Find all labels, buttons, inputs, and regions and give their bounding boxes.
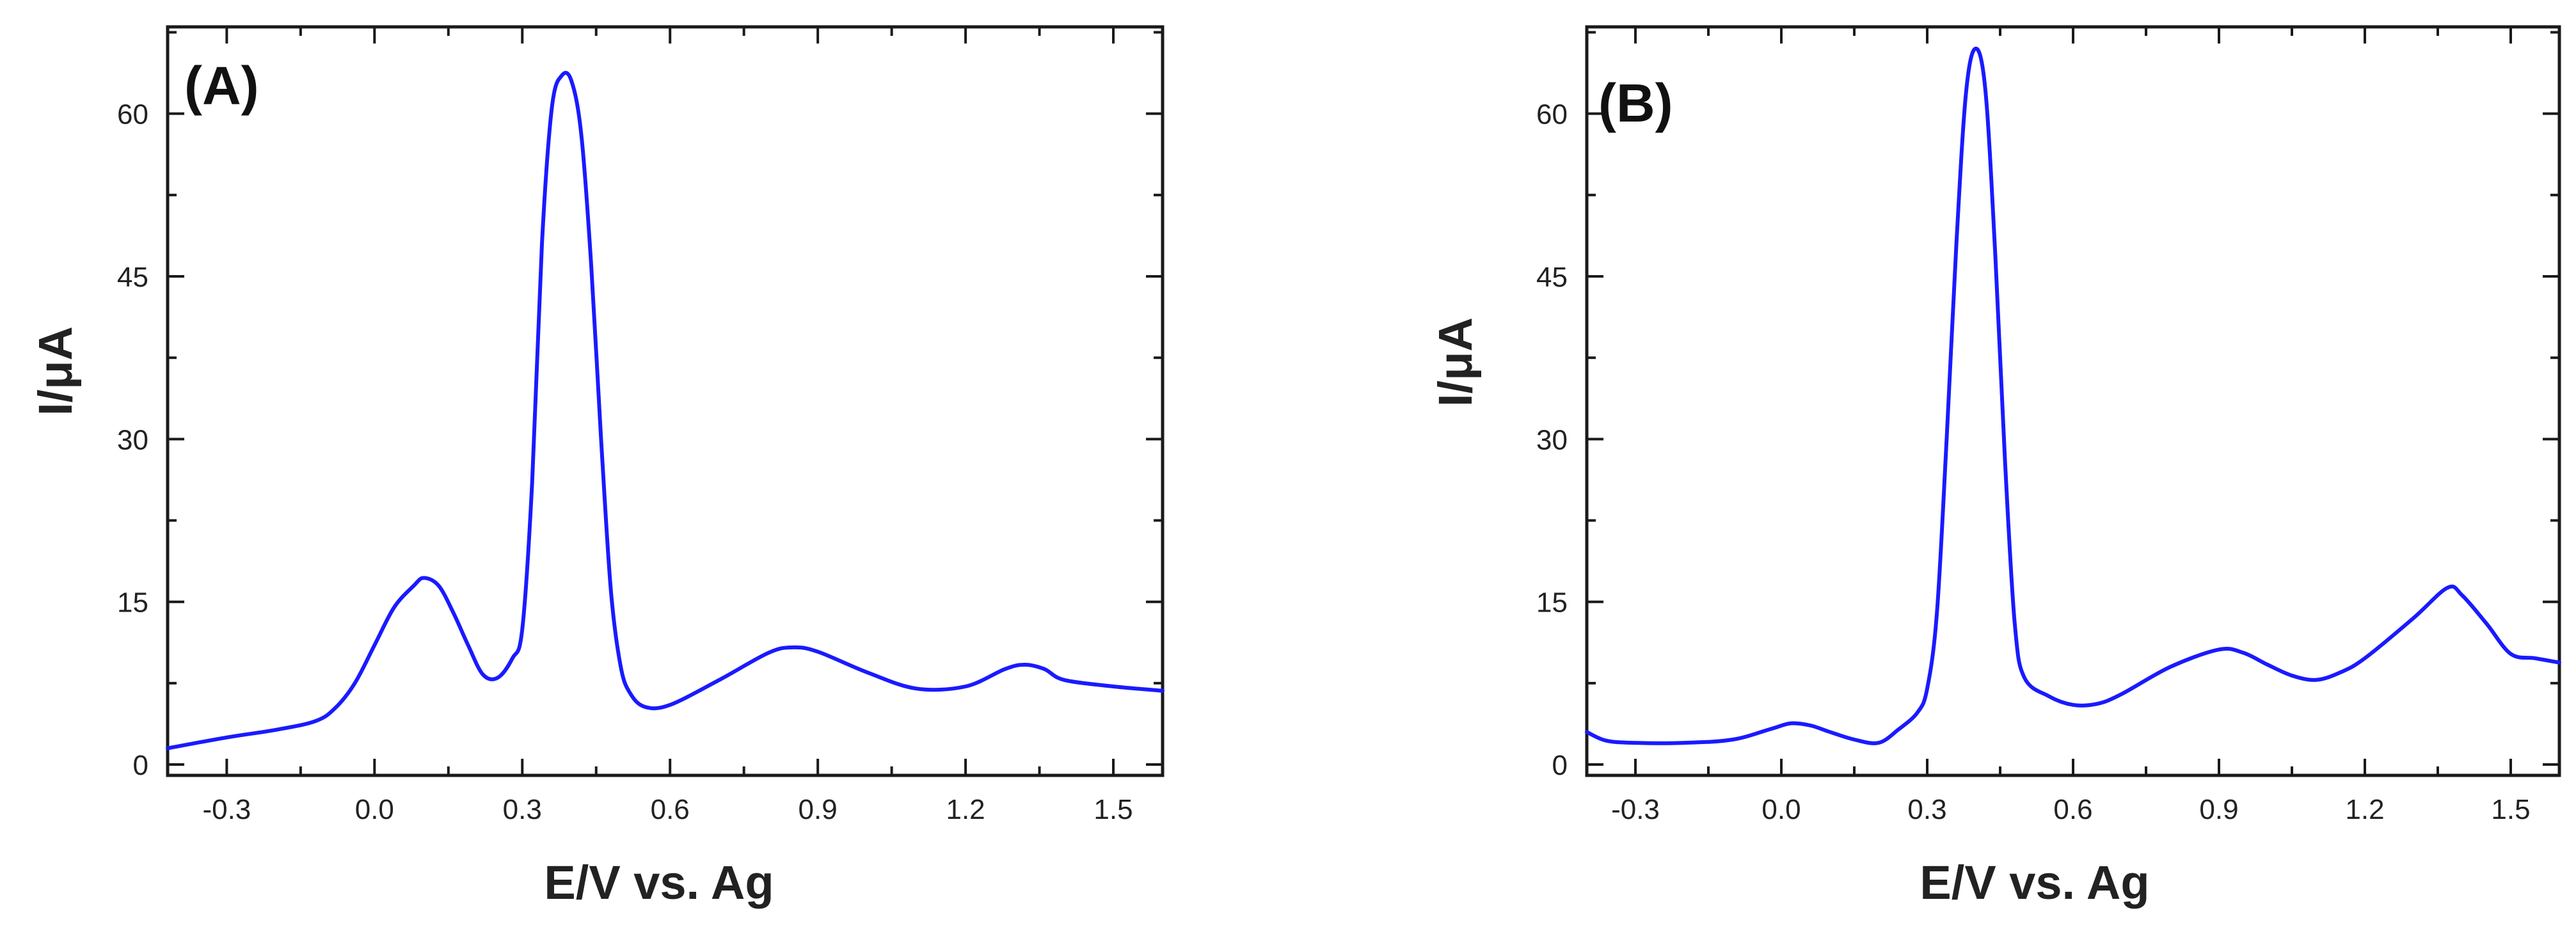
y-tick-label-b: 60: [1536, 99, 1568, 131]
plot-area-b: -0.3 0.0 0.3 0.6 0.9 1.2 1.5 0 15 30 45 60: [1536, 25, 2561, 825]
x-tick-label-a: 0.9: [799, 794, 838, 825]
x-tick-label-b: -0.3: [1611, 794, 1660, 825]
chart-panel-a: -0.3 0.0 0.3 0.6 0.9 1.2 1.5 0 15 30 45 60 I/μA E/V…: [29, 25, 1165, 909]
y-tick-label-b: 15: [1536, 587, 1568, 619]
y-tick-label-a: 15: [117, 587, 148, 619]
chart-panel-b: -0.3 0.0 0.3 0.6 0.9 1.2 1.5 0 15 30 45 60 I/μA E/V…: [1429, 25, 2561, 909]
plot-frame-b: [1585, 25, 2561, 777]
y-tick-label-a: 30: [117, 424, 148, 456]
y-tick-label-a: 0: [133, 750, 148, 781]
series-line-a: [166, 70, 1165, 750]
plot-area-a: -0.3 0.0 0.3 0.6 0.9 1.2 1.5 0 15 30 45 60: [117, 25, 1165, 825]
x-tick-label-a: 1.2: [946, 794, 985, 825]
plot-frame-a: [166, 25, 1165, 777]
y-axis-label-b: I/μA: [1429, 317, 1482, 407]
x-tick-label-b: 0.9: [2199, 794, 2238, 825]
x-tick-label-a: 0.3: [503, 794, 542, 825]
x-axis-label-a: E/V vs. Ag: [544, 856, 774, 909]
x-tick-label-b: 1.5: [2491, 794, 2530, 825]
x-tick-label-a: 1.5: [1093, 794, 1133, 825]
y-tick-label-b: 45: [1536, 262, 1568, 293]
y-axis-label-a: I/μA: [29, 326, 82, 416]
panel-label-b: (B): [1598, 73, 1673, 133]
series-line-b: [1585, 46, 2561, 745]
x-tick-label-a: 0.6: [651, 794, 690, 825]
y-tick-label-b: 0: [1552, 750, 1568, 781]
panel-label-a: (A): [184, 56, 259, 116]
x-tick-label-b: 0.0: [1761, 794, 1801, 825]
x-tick-label-b: 0.6: [2053, 794, 2092, 825]
y-tick-label-a: 60: [117, 99, 148, 131]
y-tick-label-b: 30: [1536, 424, 1568, 456]
x-tick-label-a: 0.0: [355, 794, 394, 825]
y-tick-label-a: 45: [117, 262, 148, 293]
x-tick-label-b: 1.2: [2345, 794, 2384, 825]
x-tick-label-a: -0.3: [202, 794, 251, 825]
x-tick-label-b: 0.3: [1907, 794, 1946, 825]
x-axis-label-b: E/V vs. Ag: [1920, 856, 2149, 909]
